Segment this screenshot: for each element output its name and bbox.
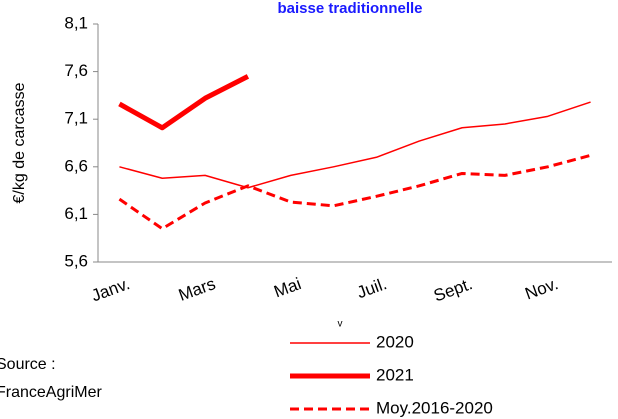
series-line xyxy=(118,74,250,131)
x-tick-label: Nov. xyxy=(522,274,560,303)
y-tick-label: 6,1 xyxy=(64,204,88,223)
legend-label: Moy.2016-2020 xyxy=(376,398,493,417)
x-tick-label: Mars xyxy=(176,274,218,305)
y-axis-label: €/kg de carcasse xyxy=(11,82,28,203)
source-label: FranceAgriMer xyxy=(0,384,102,401)
y-tick-label: 6,6 xyxy=(64,156,88,175)
y-tick-label: 7,6 xyxy=(64,61,88,80)
x-tick-label: Mai xyxy=(271,274,303,301)
series-line xyxy=(118,153,591,231)
note: v xyxy=(338,319,343,330)
y-tick-label: 7,1 xyxy=(64,109,88,128)
x-tick-label: Janv. xyxy=(89,274,132,305)
series-line xyxy=(119,101,591,189)
x-tick-label: Juil. xyxy=(354,274,389,302)
legend-label: 2020 xyxy=(376,332,414,351)
legend-label: 2021 xyxy=(376,365,414,384)
source-label: Source : xyxy=(0,356,56,373)
chart-title: baisse traditionnelle xyxy=(277,0,422,17)
x-tick-label: Sept. xyxy=(431,274,475,305)
y-tick-label: 5,6 xyxy=(64,251,88,270)
y-tick-label: 8,1 xyxy=(64,13,88,32)
